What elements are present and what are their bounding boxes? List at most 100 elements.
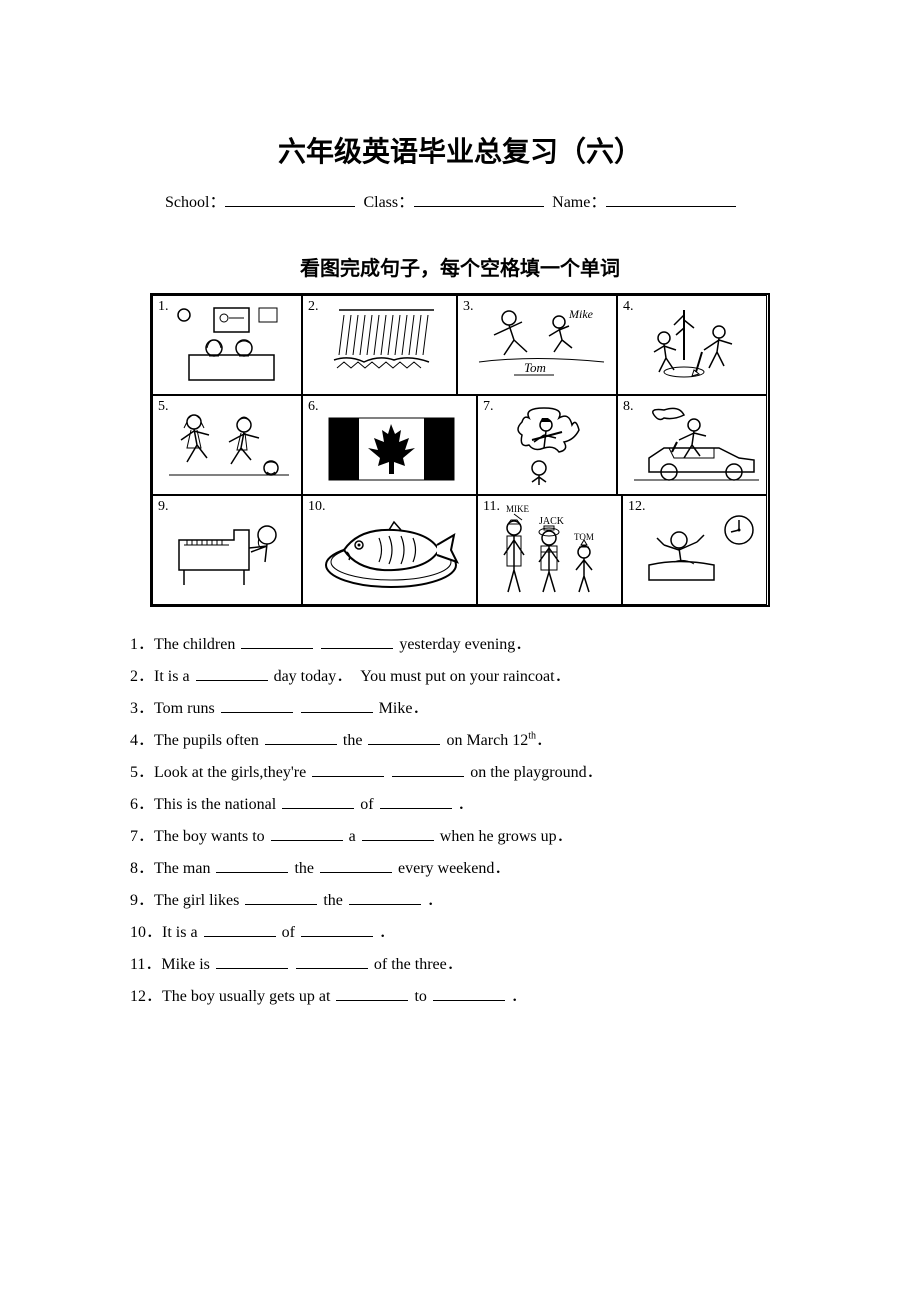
q-num: 10． — [130, 924, 162, 941]
class-blank[interactable] — [414, 191, 544, 207]
waking-clock-icon — [629, 500, 762, 598]
rain-icon — [309, 300, 452, 388]
cell-number: 11. — [483, 499, 500, 515]
q-text: yesterday evening． — [395, 636, 531, 653]
name-label: Name： — [552, 188, 606, 212]
name-blank[interactable] — [606, 191, 736, 207]
running-boys-icon: Mike Tom — [464, 300, 612, 388]
answer-blank[interactable] — [312, 763, 384, 777]
question-9: 9．The girl likes the ． — [130, 885, 810, 917]
grid-cell-12: 12. — [622, 495, 767, 605]
answer-blank[interactable] — [433, 987, 505, 1001]
q-num: 6． — [130, 796, 154, 813]
answer-blank[interactable] — [368, 731, 440, 745]
answer-blank[interactable] — [271, 827, 343, 841]
question-6: 6．This is the national of ． — [130, 789, 810, 821]
q-text: ． — [375, 924, 395, 941]
canada-flag-icon — [309, 400, 472, 488]
cell-number: 9. — [158, 499, 169, 515]
answer-blank[interactable] — [221, 699, 293, 713]
answer-blank[interactable] — [301, 923, 373, 937]
q-text: the — [319, 892, 347, 909]
q-text: a — [345, 828, 360, 845]
tom-label: Tom — [524, 360, 546, 375]
answer-blank[interactable] — [216, 955, 288, 969]
mike-label: MIKE — [506, 504, 529, 514]
grid-cell-8: 8. — [617, 395, 767, 495]
grid-cell-6: 6. — [302, 395, 477, 495]
school-blank[interactable] — [225, 191, 355, 207]
q-text: Mike． — [375, 700, 429, 717]
q-text: ． — [454, 796, 474, 813]
q-num: 5． — [130, 764, 154, 781]
q-text: to — [410, 988, 430, 1005]
answer-blank[interactable] — [196, 667, 268, 681]
answer-blank[interactable] — [265, 731, 337, 745]
cell-number: 4. — [623, 299, 634, 315]
q-text: of — [278, 924, 299, 941]
question-4: 4．The pupils often the on March 12th． — [130, 725, 810, 757]
q-num: 12． — [130, 988, 162, 1005]
soldier-boy-icon — [484, 400, 612, 488]
q-text: Look at the girls,they're — [154, 764, 310, 781]
question-10: 10．It is a of ． — [130, 917, 810, 949]
grid-cell-7: 7. — [477, 395, 617, 495]
answer-blank[interactable] — [245, 891, 317, 905]
question-12: 12．The boy usually gets up at to ． — [130, 981, 810, 1013]
jack-label: JACK — [539, 516, 565, 527]
q-num: 8． — [130, 860, 154, 877]
q-num: 2． — [130, 668, 154, 685]
grid-row: 9. 10. — [152, 495, 768, 605]
cell-number: 12. — [628, 499, 646, 515]
cell-number: 3. — [463, 299, 474, 315]
answer-blank[interactable] — [320, 859, 392, 873]
grid-cell-4: 4. — [617, 295, 767, 395]
q-text: The children — [154, 636, 239, 653]
mike-label: Mike — [568, 307, 594, 321]
answer-blank[interactable] — [204, 923, 276, 937]
answer-blank[interactable] — [301, 699, 373, 713]
q-text: Tom runs — [154, 700, 219, 717]
grid-row: 1. 2. — [152, 295, 768, 395]
grid-row: 5. 6. — [152, 395, 768, 495]
q-text: on the playground． — [466, 764, 602, 781]
tv-children-icon — [159, 300, 297, 388]
class-label: Class： — [363, 188, 414, 212]
q-text: when he grows up． — [436, 828, 573, 845]
answer-blank[interactable] — [296, 955, 368, 969]
q-text: the — [290, 860, 318, 877]
answer-blank[interactable] — [362, 827, 434, 841]
answer-blank[interactable] — [336, 987, 408, 1001]
question-1: 1．The children yesterday evening． — [130, 629, 810, 661]
student-info-line: School： Class： Name： — [110, 188, 810, 212]
three-boys-icon: MIKE JACK TOM — [484, 500, 617, 598]
answer-blank[interactable] — [349, 891, 421, 905]
answer-blank[interactable] — [282, 795, 354, 809]
cell-number: 6. — [308, 399, 319, 415]
q-text: It is a — [162, 924, 202, 941]
questions-list: 1．The children yesterday evening． 2．It i… — [110, 629, 810, 1013]
picture-grid: 1. 2. — [150, 293, 770, 607]
q-text: on March 12th． — [442, 732, 552, 749]
q-text: Mike is — [161, 956, 213, 973]
q-text: ． — [507, 988, 527, 1005]
washing-car-icon — [624, 400, 762, 488]
q-text: The boy wants to — [154, 828, 269, 845]
answer-blank[interactable] — [241, 635, 313, 649]
q-text: The girl likes — [154, 892, 243, 909]
q-text: This is the national — [154, 796, 280, 813]
cell-number: 2. — [308, 299, 319, 315]
answer-blank[interactable] — [380, 795, 452, 809]
grid-cell-1: 1. — [152, 295, 302, 395]
school-label: School： — [165, 188, 225, 212]
q-text: It is a — [154, 668, 194, 685]
q-text: day today． You must put on your raincoat… — [270, 668, 571, 685]
q-text: ． — [423, 892, 443, 909]
grid-cell-3: 3. Mike Tom — [457, 295, 617, 395]
planting-trees-icon — [624, 300, 762, 388]
answer-blank[interactable] — [321, 635, 393, 649]
answer-blank[interactable] — [216, 859, 288, 873]
q-num: 1． — [130, 636, 154, 653]
grid-cell-9: 9. — [152, 495, 302, 605]
answer-blank[interactable] — [392, 763, 464, 777]
